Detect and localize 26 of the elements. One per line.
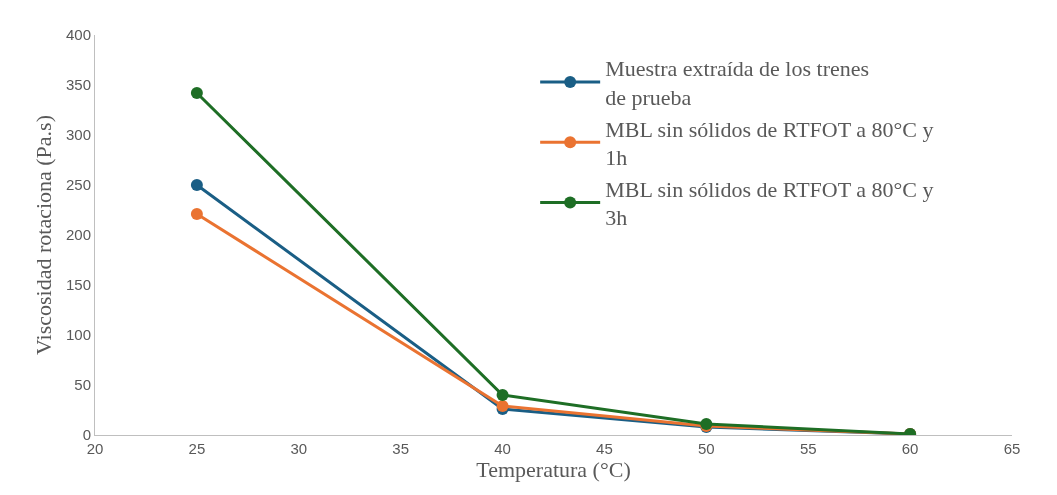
y-tick-label: 200 — [65, 226, 91, 244]
x-tick-label: 65 — [1003, 440, 1021, 457]
x-tick-label: 55 — [799, 440, 817, 457]
x-tick-label: 40 — [494, 440, 511, 457]
x-tick-label: 35 — [392, 440, 410, 457]
x-tick-label: 25 — [188, 440, 206, 457]
x-tick-label: 50 — [697, 440, 715, 457]
y-tick-label: 350 — [65, 76, 91, 94]
x-tick-label: 60 — [901, 440, 919, 457]
legend-label: Muestra extraída de los trenes de prueba — [605, 56, 870, 110]
y-axis-title: Viscosidad rotaciona (Pa.s) — [30, 114, 56, 356]
y-tick-label: 150 — [65, 276, 91, 294]
x-axis-title: Temperatura (°C) — [476, 457, 631, 482]
point — [190, 179, 203, 191]
y-tick-label: 100 — [65, 326, 91, 344]
y-tick-label: 250 — [65, 176, 91, 194]
legend-label: MBL sin sólidos de RTFOT a 80°C y 1h — [605, 116, 934, 171]
legend-label: MBL sin sólidos de RTFOT a 80°C y 3h — [605, 176, 934, 231]
point — [190, 208, 203, 220]
x-tick-label: 30 — [290, 440, 308, 457]
point — [190, 87, 203, 99]
x-tick-label: 45 — [596, 440, 613, 457]
y-tick-label: 300 — [65, 126, 91, 144]
point — [496, 389, 509, 401]
y-tick-label: 50 — [74, 376, 91, 394]
y-tick-label: 400 — [65, 26, 91, 44]
